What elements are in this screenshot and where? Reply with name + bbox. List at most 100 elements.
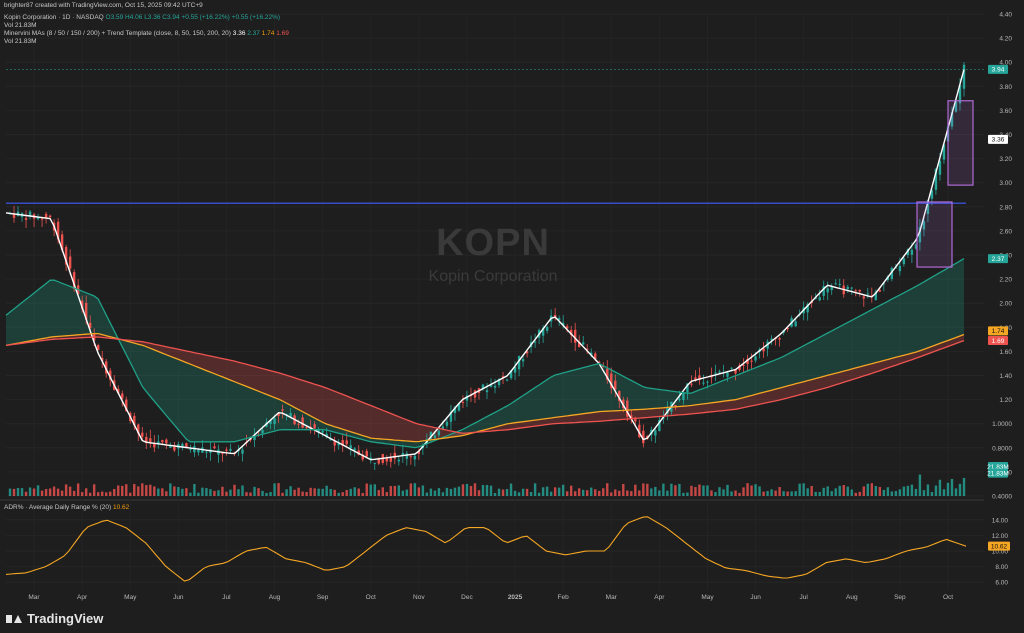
candle-body (690, 383, 693, 385)
volume-bar (786, 491, 789, 496)
ma200-value: 1.69 (276, 30, 289, 37)
candle-body (485, 390, 489, 393)
volume-bar (64, 484, 68, 496)
candle-body (397, 459, 401, 462)
time-tick-label: May (701, 594, 714, 601)
candle-body (594, 353, 597, 359)
candle-body (630, 415, 633, 420)
volume-bar (125, 484, 128, 496)
candle-body (141, 432, 144, 437)
ma-legend: Minervini MAs (8 / 50 / 150 / 200) + Tre… (4, 30, 289, 38)
candle-body (60, 234, 64, 250)
volume-bar (201, 487, 204, 496)
candle-body (754, 356, 757, 361)
volume-bar (101, 491, 104, 496)
candle-body (726, 372, 729, 377)
volume-bar (20, 488, 24, 496)
candle-body (433, 435, 437, 438)
volume-bar (137, 486, 140, 496)
volume-bar (810, 486, 813, 496)
candle-body (778, 338, 781, 340)
volume-bar (946, 482, 950, 496)
candle-body (28, 211, 32, 217)
volume-bar (654, 486, 657, 496)
candle-body (145, 436, 148, 444)
volume-bar (790, 491, 793, 496)
volume-bar (88, 492, 92, 496)
price-tick-label: 4.00 (999, 60, 1012, 67)
candle-body (289, 413, 292, 418)
time-tick-label: Feb (558, 594, 570, 601)
volume-bar (16, 488, 20, 496)
time-tick-label: Sep (317, 594, 329, 601)
candle-body (602, 365, 605, 367)
candle-body (730, 367, 733, 369)
candle-body (654, 430, 657, 436)
time-tick-label: Oct (366, 594, 376, 601)
volume-bar (161, 488, 164, 496)
volume-bar (714, 492, 717, 496)
volume-bar (425, 492, 429, 496)
volume-bar (557, 487, 561, 496)
candle-body (582, 342, 585, 345)
volume-bar (277, 483, 280, 496)
volume-bar (642, 483, 645, 496)
price-tick-label: 4.40 (999, 12, 1012, 19)
tradingview-brand[interactable]: TradingView (6, 611, 103, 626)
volume-bar (734, 490, 737, 496)
candle-body (165, 439, 168, 444)
volume-bar (918, 474, 922, 496)
price-tick-label: 1.0000 (992, 421, 1012, 428)
candle-body (169, 445, 172, 448)
volume-bar (257, 488, 260, 496)
volume-bar (481, 485, 485, 496)
candle-body (678, 398, 681, 400)
volume-bar (309, 487, 312, 496)
volume-bar (285, 489, 288, 496)
candle-body (213, 446, 216, 449)
volume-bar (8, 488, 12, 496)
volume-bar (646, 483, 649, 496)
time-tick-label: Dec (461, 594, 473, 601)
candle-body (365, 450, 368, 457)
volume-bar (525, 488, 529, 496)
volume-bar (321, 488, 324, 496)
volume-bar (461, 484, 465, 496)
volume-bar (738, 492, 741, 496)
volume-bar (341, 492, 344, 496)
ma-legend-label[interactable]: Minervini MAs (8 / 50 / 150 / 200) + Tre… (4, 30, 231, 37)
volume-bar (850, 489, 853, 496)
volume-bar (413, 483, 417, 496)
candle-body (445, 421, 449, 426)
volume-bar (910, 484, 914, 496)
volume-bar (261, 490, 264, 496)
adr-tick-label: 10.00 (992, 549, 1009, 556)
candle-body (858, 289, 861, 292)
price-tick-label: 1.40 (999, 373, 1012, 380)
volume-bar (658, 490, 661, 496)
candle-body (313, 424, 316, 429)
symbol-row: Kopin Corporation · 1D · NASDAQ O3.59 H4… (4, 14, 280, 22)
candle-body (590, 352, 593, 356)
price-label-text: 3.94 (992, 67, 1005, 74)
volume-bar (477, 490, 481, 496)
volume-bar (24, 491, 28, 496)
adr-tick-label: 8.00 (995, 564, 1008, 571)
volume-bar (730, 491, 733, 496)
volume-bar (245, 492, 248, 496)
volume-bar (209, 489, 212, 496)
volume-bar (129, 492, 132, 496)
volume-bar (926, 484, 930, 496)
ma150-value: 1.74 (261, 30, 275, 37)
volume-bar (894, 491, 898, 496)
volume-bar (590, 487, 593, 496)
volume-bar (393, 485, 397, 496)
adr-label[interactable]: ADR% · Average Daily Range % (20) (4, 504, 112, 511)
volume-bar (758, 486, 761, 496)
candle-body (598, 361, 601, 363)
symbol-label[interactable]: Kopin Corporation · 1D · NASDAQ (4, 14, 104, 21)
volume-bar (842, 485, 845, 496)
price-tick-label: 1.20 (999, 397, 1012, 404)
volume-bar (225, 491, 228, 496)
